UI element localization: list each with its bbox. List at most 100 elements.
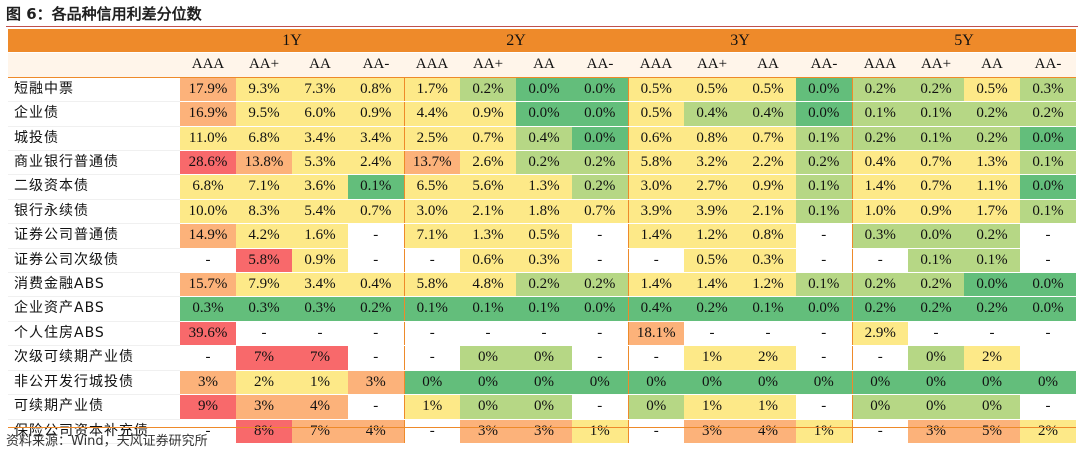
rating-header-cell: AA+ bbox=[908, 53, 964, 77]
percentile-cell: 0.9% bbox=[908, 199, 964, 223]
tenor-header-row: 1Y 2Y 3Y 5Y bbox=[8, 29, 1076, 53]
percentile-cell: - bbox=[796, 395, 852, 419]
percentile-cell: 0.0% bbox=[572, 297, 628, 321]
percentile-cell: 0.0% bbox=[1020, 273, 1076, 297]
percentile-cell: 0.3% bbox=[516, 248, 572, 272]
credit-spread-percentile-table: 1Y 2Y 3Y 5Y AAA AA+ AA AA- AAA AA+ AA AA- AAA AA+… bbox=[8, 29, 1076, 444]
table-row: 次级可续期产业债 -7% 7% - -0% 0% - -1% 2% - -0% 2% bbox=[8, 346, 1076, 370]
percentile-cell: 1% bbox=[684, 395, 740, 419]
percentile-cell: - bbox=[516, 321, 572, 345]
percentile-cell: 0% bbox=[628, 395, 684, 419]
percentile-cell: - bbox=[404, 321, 460, 345]
percentile-cell: 1.7% bbox=[404, 77, 460, 101]
percentile-cell: 0% bbox=[628, 370, 684, 394]
percentile-cell: 0% bbox=[964, 370, 1020, 394]
percentile-cell: 0.0% bbox=[796, 297, 852, 321]
percentile-cell: 1.8% bbox=[516, 199, 572, 223]
rating-header-row: AAA AA+ AA AA- AAA AA+ AA AA- AAA AA+ AA AA- AAA AA+ A… bbox=[8, 53, 1076, 77]
percentile-cell: 4% bbox=[740, 419, 796, 443]
percentile-cell: 0.6% bbox=[628, 126, 684, 150]
percentile-cell: 0.2% bbox=[908, 297, 964, 321]
percentile-cell: 2% bbox=[740, 346, 796, 370]
percentile-cell: 5.8% bbox=[236, 248, 292, 272]
percentile-cell: - bbox=[572, 248, 628, 272]
percentile-cell: 0.0% bbox=[964, 273, 1020, 297]
percentile-cell: 1.1% bbox=[964, 175, 1020, 199]
bond-type-label: 城投债 bbox=[8, 126, 180, 150]
percentile-cell: 0.3% bbox=[180, 297, 236, 321]
percentile-cell: 3.4% bbox=[292, 126, 348, 150]
percentile-cell: - bbox=[404, 346, 460, 370]
percentile-cell: 1.6% bbox=[292, 224, 348, 248]
percentile-cell: 3% bbox=[908, 419, 964, 443]
percentile-cell: 7% bbox=[292, 419, 348, 443]
percentile-cell: 0% bbox=[964, 395, 1020, 419]
bond-type-label: 非公开发行城投债 bbox=[8, 370, 180, 394]
percentile-cell: 0.7% bbox=[740, 126, 796, 150]
percentile-cell: 2.9% bbox=[852, 321, 908, 345]
percentile-cell: - bbox=[796, 346, 852, 370]
percentile-cell: 13.7% bbox=[404, 151, 460, 175]
percentile-cell: 0.2% bbox=[852, 273, 908, 297]
percentile-cell: 13.8% bbox=[236, 151, 292, 175]
percentile-cell: 0.1% bbox=[404, 297, 460, 321]
percentile-cell: 3% bbox=[516, 419, 572, 443]
percentile-cell: 2% bbox=[236, 370, 292, 394]
percentile-cell: 0.2% bbox=[516, 151, 572, 175]
percentile-cell: 3.9% bbox=[684, 199, 740, 223]
percentile-cell: - bbox=[348, 224, 404, 248]
percentile-cell: 3.4% bbox=[348, 126, 404, 150]
table-row: 二级资本债 6.8% 7.1% 3.6% 0.1% 6.5% 5.6% 1.3% 0.2% 3.0… bbox=[8, 175, 1076, 199]
percentile-cell: - bbox=[348, 248, 404, 272]
percentile-cell: 0.1% bbox=[1020, 199, 1076, 223]
bond-type-label: 消费金融ABS bbox=[8, 273, 180, 297]
percentile-cell: 0.3% bbox=[236, 297, 292, 321]
percentile-cell: 0.1% bbox=[1020, 151, 1076, 175]
percentile-cell: 0.0% bbox=[1020, 175, 1076, 199]
table-row: 证券公司次级债 -5.8% 0.9% - -0.6% 0.3% - -0.5% 0.3% - -0.… bbox=[8, 248, 1076, 272]
bond-type-label: 银行永续债 bbox=[8, 199, 180, 223]
rating-header-cell: AA bbox=[516, 53, 572, 77]
percentile-cell: 0.2% bbox=[572, 151, 628, 175]
percentile-cell: - bbox=[628, 248, 684, 272]
percentile-cell: 0.2% bbox=[852, 77, 908, 101]
percentile-cell: 0.5% bbox=[684, 248, 740, 272]
percentile-cell: 0.2% bbox=[684, 297, 740, 321]
percentile-cell: 3.6% bbox=[292, 175, 348, 199]
percentile-cell: 0.0% bbox=[908, 224, 964, 248]
percentile-cell: 1.4% bbox=[628, 273, 684, 297]
percentile-cell: 0.4% bbox=[684, 102, 740, 126]
table-row: 城投债 11.0% 6.8% 3.4% 3.4% 2.5% 0.7% 0.4% 0.0% 0.6%… bbox=[8, 126, 1076, 150]
percentile-cell: 1.3% bbox=[516, 175, 572, 199]
percentile-cell: - bbox=[852, 346, 908, 370]
rating-header-cell: AA- bbox=[572, 53, 628, 77]
percentile-cell: 0.8% bbox=[348, 77, 404, 101]
percentile-cell: 0% bbox=[684, 370, 740, 394]
percentile-cell: 0.5% bbox=[516, 224, 572, 248]
percentile-cell: 0.7% bbox=[572, 199, 628, 223]
title-divider bbox=[6, 26, 1078, 27]
percentile-cell: 3.4% bbox=[292, 273, 348, 297]
percentile-cell: 5.8% bbox=[404, 273, 460, 297]
percentile-cell: - bbox=[292, 321, 348, 345]
percentile-cell: 0.2% bbox=[796, 151, 852, 175]
percentile-cell: - bbox=[1020, 321, 1076, 345]
percentile-cell: 0.4% bbox=[348, 273, 404, 297]
percentile-cell: 0.4% bbox=[852, 151, 908, 175]
percentile-cell: 0% bbox=[460, 370, 516, 394]
percentile-cell: - bbox=[796, 224, 852, 248]
percentile-cell: 1.4% bbox=[852, 175, 908, 199]
percentile-cell: 3.0% bbox=[404, 199, 460, 223]
percentile-cell: 0% bbox=[740, 370, 796, 394]
percentile-cell: 0% bbox=[908, 370, 964, 394]
figure-title: 图 6：各品种信用利差分位数 bbox=[6, 3, 202, 25]
percentile-cell: 0% bbox=[516, 370, 572, 394]
percentile-cell: 1% bbox=[292, 370, 348, 394]
percentile-cell: 0.0% bbox=[796, 77, 852, 101]
percentile-cell: 28.6% bbox=[180, 151, 236, 175]
percentile-cell: 2.7% bbox=[684, 175, 740, 199]
percentile-cell: 0.2% bbox=[572, 175, 628, 199]
percentile-cell: 2.1% bbox=[740, 199, 796, 223]
table-row: 个人住房ABS 39.6% - - - - - - -18.1% - - -2.9% - - - bbox=[8, 321, 1076, 345]
percentile-cell bbox=[1020, 346, 1076, 370]
